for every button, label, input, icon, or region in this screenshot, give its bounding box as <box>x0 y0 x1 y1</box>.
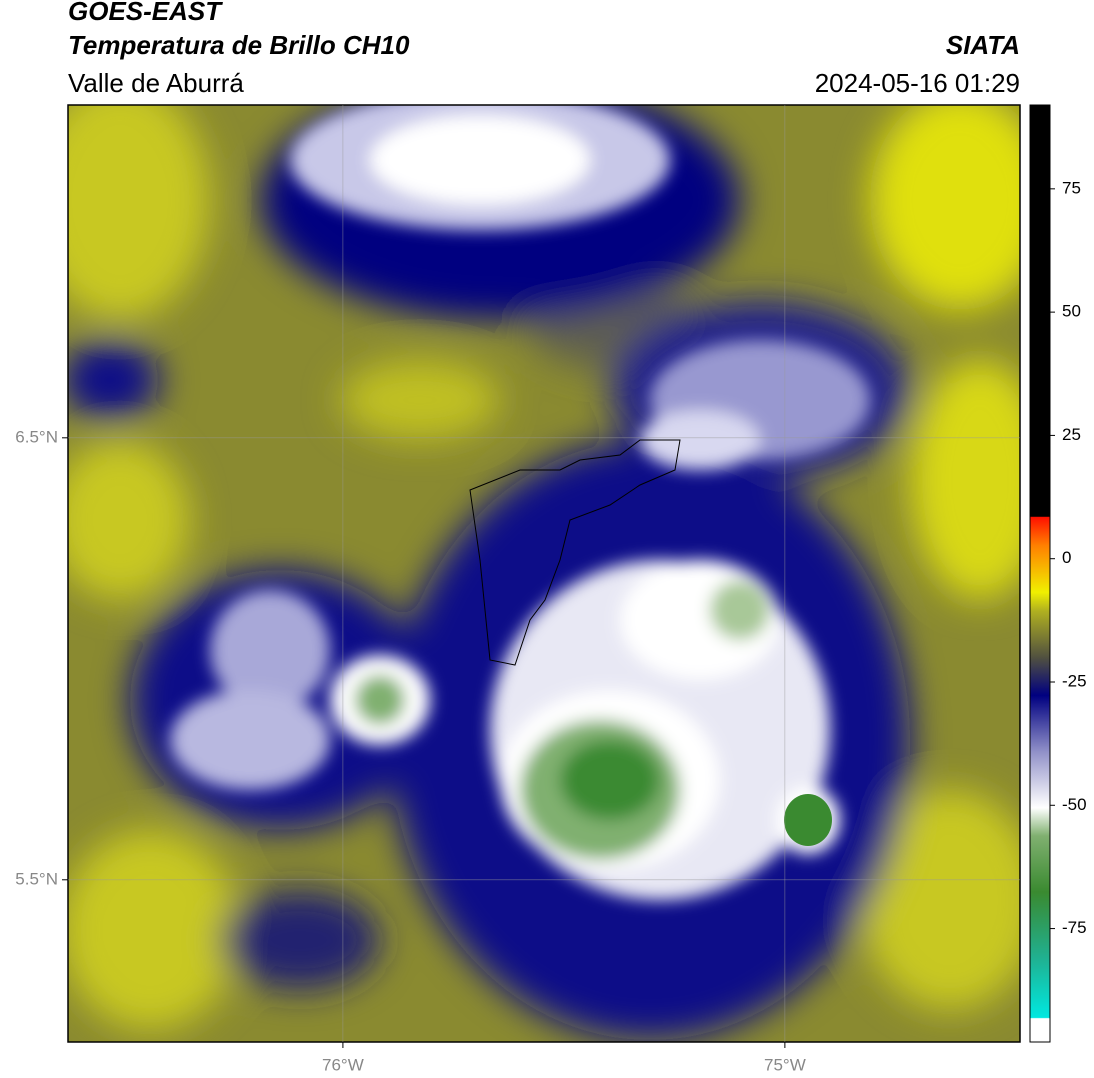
y-tick-label: 6.5°N <box>15 427 58 446</box>
colorbar-label: -25 <box>1062 671 1087 690</box>
colorbar-label: -50 <box>1062 795 1087 814</box>
x-tick-label: 76°W <box>322 1055 364 1074</box>
x-tick-label: 75°W <box>764 1055 806 1074</box>
colorbar <box>1029 104 1051 1043</box>
region: Valle de Aburrá <box>68 68 244 98</box>
subtitle: Temperatura de Brillo CH10 <box>68 30 410 60</box>
colorbar-label: 25 <box>1062 425 1081 444</box>
colorbar-label: -75 <box>1062 918 1087 937</box>
satellite-image <box>68 105 1020 1042</box>
map-frame <box>67 104 1021 1043</box>
colorbar-label: 0 <box>1062 548 1071 567</box>
datetime: 2024-05-16 01:29 <box>815 68 1020 98</box>
y-tick-label: 5.5°N <box>15 869 58 888</box>
colorbar-label: 75 <box>1062 178 1081 197</box>
source: SIATA <box>946 30 1020 60</box>
colorbar-label: 50 <box>1062 302 1081 321</box>
title: GOES-EAST <box>68 0 223 26</box>
